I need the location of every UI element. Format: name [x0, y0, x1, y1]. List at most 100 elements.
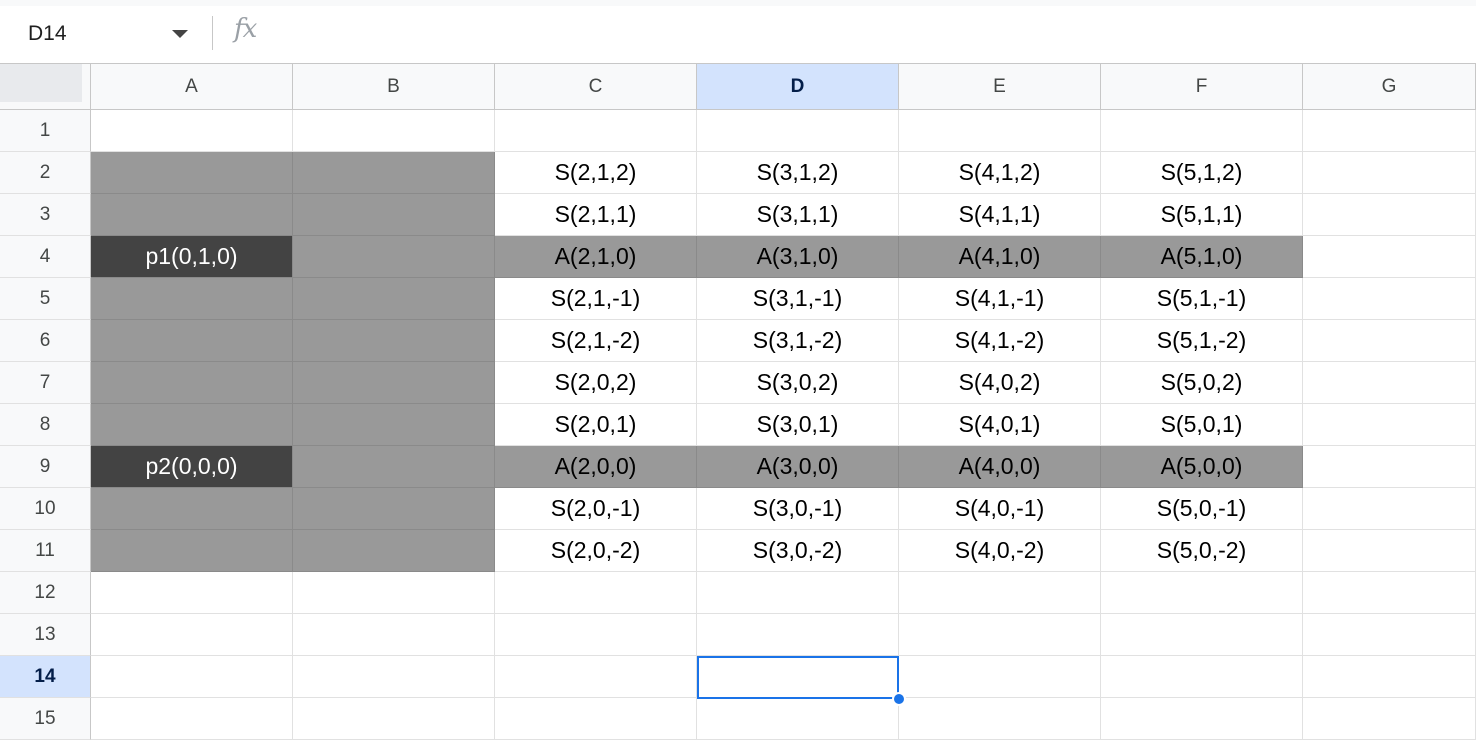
row-header-11[interactable]: 11: [0, 530, 91, 572]
cell-b4[interactable]: [293, 236, 495, 278]
formula-input[interactable]: [280, 14, 1460, 54]
cell-g7[interactable]: [1303, 362, 1476, 404]
cell-g12[interactable]: [1303, 572, 1476, 614]
cell-e8[interactable]: S(4,0,1): [899, 404, 1101, 446]
cell-f15[interactable]: [1101, 698, 1303, 740]
cell-f13[interactable]: [1101, 614, 1303, 656]
cell-f4[interactable]: A(5,1,0): [1101, 236, 1303, 278]
cell-b6[interactable]: [293, 320, 495, 362]
cell-c11[interactable]: S(2,0,-2): [495, 530, 697, 572]
cell-d8[interactable]: S(3,0,1): [697, 404, 899, 446]
cell-f8[interactable]: S(5,0,1): [1101, 404, 1303, 446]
cell-d7[interactable]: S(3,0,2): [697, 362, 899, 404]
cell-b5[interactable]: [293, 278, 495, 320]
cell-g14[interactable]: [1303, 656, 1476, 698]
row-header-9[interactable]: 9: [0, 446, 91, 488]
cell-b1[interactable]: [293, 110, 495, 152]
cell-g10[interactable]: [1303, 488, 1476, 530]
row-header-10[interactable]: 10: [0, 488, 91, 530]
cell-d15[interactable]: [697, 698, 899, 740]
row-header-6[interactable]: 6: [0, 320, 91, 362]
select-all-corner-inner[interactable]: [0, 64, 82, 102]
cell-f2[interactable]: S(5,1,2): [1101, 152, 1303, 194]
cell-d5[interactable]: S(3,1,-1): [697, 278, 899, 320]
cell-b2[interactable]: [293, 152, 495, 194]
row-header-5[interactable]: 5: [0, 278, 91, 320]
cell-d1[interactable]: [697, 110, 899, 152]
cell-a9[interactable]: p2(0,0,0): [91, 446, 293, 488]
fill-handle[interactable]: [892, 692, 906, 706]
cell-f10[interactable]: S(5,0,-1): [1101, 488, 1303, 530]
column-header-g[interactable]: G: [1303, 64, 1476, 110]
cell-e6[interactable]: S(4,1,-2): [899, 320, 1101, 362]
cell-a11[interactable]: [91, 530, 293, 572]
cell-c5[interactable]: S(2,1,-1): [495, 278, 697, 320]
cell-a8[interactable]: [91, 404, 293, 446]
cell-b12[interactable]: [293, 572, 495, 614]
cell-f14[interactable]: [1101, 656, 1303, 698]
cell-b7[interactable]: [293, 362, 495, 404]
cell-a7[interactable]: [91, 362, 293, 404]
cell-d9[interactable]: A(3,0,0): [697, 446, 899, 488]
cell-c13[interactable]: [495, 614, 697, 656]
cell-d10[interactable]: S(3,0,-1): [697, 488, 899, 530]
cell-e11[interactable]: S(4,0,-2): [899, 530, 1101, 572]
column-header-c[interactable]: C: [495, 64, 697, 110]
cell-e7[interactable]: S(4,0,2): [899, 362, 1101, 404]
cell-b9[interactable]: [293, 446, 495, 488]
row-header-3[interactable]: 3: [0, 194, 91, 236]
cell-b15[interactable]: [293, 698, 495, 740]
cell-g5[interactable]: [1303, 278, 1476, 320]
row-header-4[interactable]: 4: [0, 236, 91, 278]
row-header-7[interactable]: 7: [0, 362, 91, 404]
cell-c10[interactable]: S(2,0,-1): [495, 488, 697, 530]
select-all-corner[interactable]: [0, 64, 91, 110]
cell-a15[interactable]: [91, 698, 293, 740]
column-header-b[interactable]: B: [293, 64, 495, 110]
cell-g9[interactable]: [1303, 446, 1476, 488]
cell-f6[interactable]: S(5,1,-2): [1101, 320, 1303, 362]
cell-e14[interactable]: [899, 656, 1101, 698]
cell-e2[interactable]: S(4,1,2): [899, 152, 1101, 194]
cell-a6[interactable]: [91, 320, 293, 362]
cell-f1[interactable]: [1101, 110, 1303, 152]
cell-a3[interactable]: [91, 194, 293, 236]
cell-e12[interactable]: [899, 572, 1101, 614]
cell-b14[interactable]: [293, 656, 495, 698]
cell-d14[interactable]: [697, 656, 899, 698]
cell-e3[interactable]: S(4,1,1): [899, 194, 1101, 236]
row-header-8[interactable]: 8: [0, 404, 91, 446]
cell-f12[interactable]: [1101, 572, 1303, 614]
cell-e5[interactable]: S(4,1,-1): [899, 278, 1101, 320]
cell-d6[interactable]: S(3,1,-2): [697, 320, 899, 362]
cell-g6[interactable]: [1303, 320, 1476, 362]
cell-d13[interactable]: [697, 614, 899, 656]
cell-d12[interactable]: [697, 572, 899, 614]
cell-g11[interactable]: [1303, 530, 1476, 572]
cell-b3[interactable]: [293, 194, 495, 236]
cell-c12[interactable]: [495, 572, 697, 614]
cell-e4[interactable]: A(4,1,0): [899, 236, 1101, 278]
cell-d3[interactable]: S(3,1,1): [697, 194, 899, 236]
cell-e13[interactable]: [899, 614, 1101, 656]
cell-c6[interactable]: S(2,1,-2): [495, 320, 697, 362]
cell-c15[interactable]: [495, 698, 697, 740]
cell-c14[interactable]: [495, 656, 697, 698]
cell-b10[interactable]: [293, 488, 495, 530]
cell-b13[interactable]: [293, 614, 495, 656]
cell-a2[interactable]: [91, 152, 293, 194]
cell-g3[interactable]: [1303, 194, 1476, 236]
cell-c1[interactable]: [495, 110, 697, 152]
cell-c2[interactable]: S(2,1,2): [495, 152, 697, 194]
column-header-a[interactable]: A: [91, 64, 293, 110]
cell-e1[interactable]: [899, 110, 1101, 152]
cell-c9[interactable]: A(2,0,0): [495, 446, 697, 488]
name-box[interactable]: D14: [0, 14, 200, 54]
cell-e9[interactable]: A(4,0,0): [899, 446, 1101, 488]
cell-a12[interactable]: [91, 572, 293, 614]
cell-g15[interactable]: [1303, 698, 1476, 740]
cell-e15[interactable]: [899, 698, 1101, 740]
cell-b8[interactable]: [293, 404, 495, 446]
cell-f9[interactable]: A(5,0,0): [1101, 446, 1303, 488]
row-header-14[interactable]: 14: [0, 656, 91, 698]
